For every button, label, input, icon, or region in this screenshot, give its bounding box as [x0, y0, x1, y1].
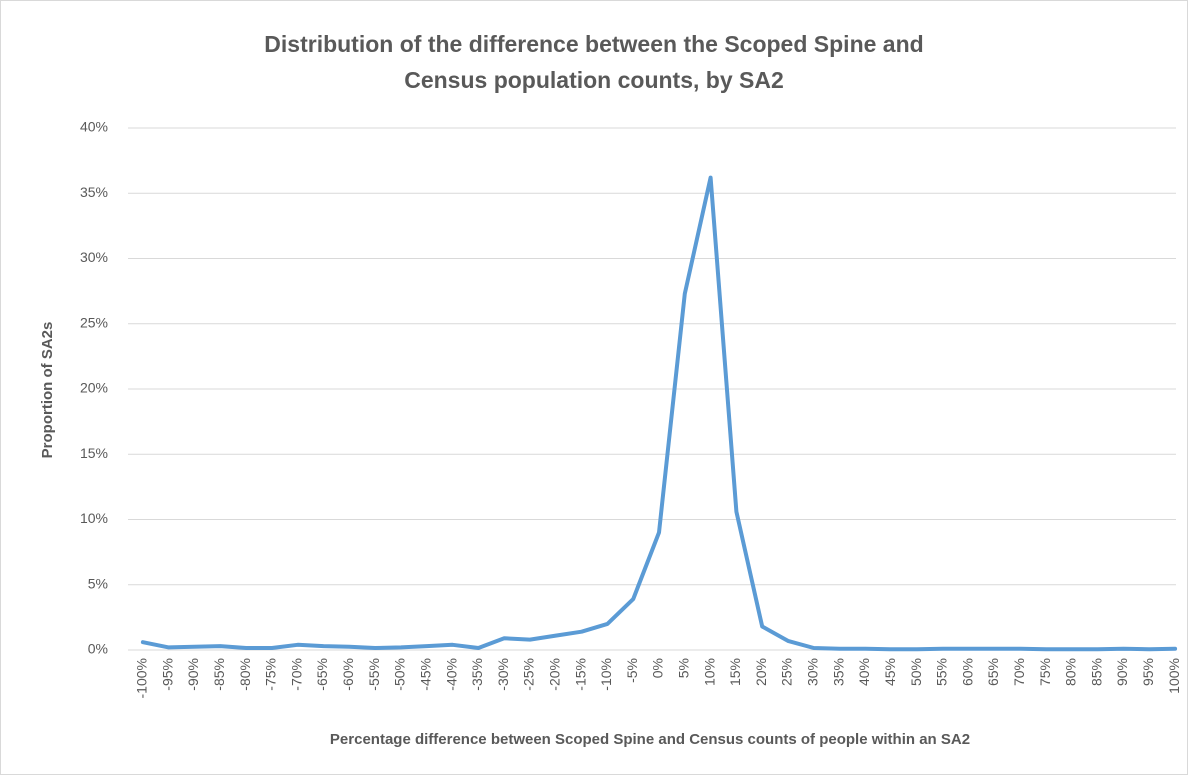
x-tick-label: -80% [237, 658, 253, 691]
x-tick-label: -65% [314, 658, 330, 691]
y-tick-label: 20% [80, 380, 108, 396]
x-tick-label: -50% [392, 658, 408, 691]
x-tick-label: 80% [1063, 658, 1079, 686]
y-tick-label: 0% [88, 641, 108, 657]
y-axis-label: Proportion of SA2s [39, 322, 56, 459]
x-tick-label: -85% [211, 658, 227, 691]
x-tick-label: -55% [366, 658, 382, 691]
x-tick-label: 95% [1140, 658, 1156, 686]
y-tick-label: 5% [88, 575, 108, 591]
x-tick-label: 5% [676, 658, 692, 678]
x-tick-label: 15% [727, 658, 743, 686]
x-tick-label: 25% [779, 658, 795, 686]
x-tick-label: -5% [624, 658, 640, 683]
x-tick-label: 40% [856, 658, 872, 686]
y-tick-label: 35% [80, 184, 108, 200]
x-tick-label: 30% [805, 658, 821, 686]
y-tick-label: 40% [80, 119, 108, 135]
x-tick-label: -90% [185, 658, 201, 691]
x-tick-label: -25% [521, 658, 537, 691]
x-tick-label: -35% [469, 658, 485, 691]
x-tick-label: -30% [495, 658, 511, 691]
x-tick-label: 85% [1088, 658, 1104, 686]
x-tick-label: -15% [572, 658, 588, 691]
x-tick-label: 55% [934, 658, 950, 686]
x-tick-label: 65% [985, 658, 1001, 686]
x-tick-label: 35% [830, 658, 846, 686]
x-tick-label: 70% [1011, 658, 1027, 686]
x-tick-label: -45% [417, 658, 433, 691]
x-tick-label: -10% [598, 658, 614, 691]
y-tick-label: 10% [80, 510, 108, 526]
line [140, 175, 1178, 652]
x-tick-label: 20% [753, 658, 769, 686]
x-tick-label: -75% [263, 658, 279, 691]
x-tick-label: 45% [882, 658, 898, 686]
y-tick-label: 25% [80, 314, 108, 330]
x-tick-label: -100% [134, 658, 150, 698]
x-tick-label: -95% [159, 658, 175, 691]
chart-title: Distribution of the difference between t… [264, 31, 924, 93]
x-tick-label: 90% [1114, 658, 1130, 686]
x-tick-label: 0% [650, 658, 666, 678]
x-tick-label: 50% [908, 658, 924, 686]
x-tick-label: 100% [1166, 658, 1182, 694]
x-axis-label: Percentage difference between Scoped Spi… [330, 731, 970, 748]
x-tick-label: 75% [1037, 658, 1053, 686]
x-tick-label: 10% [701, 658, 717, 686]
x-tick-label: -60% [340, 658, 356, 691]
x-tick-label: -70% [288, 658, 304, 691]
x-tick-label: 60% [959, 658, 975, 686]
x-tick-label: -20% [546, 658, 562, 691]
y-tick-label: 30% [80, 249, 108, 265]
y-tick-label: 15% [80, 445, 108, 461]
x-tick-label: -40% [443, 658, 459, 691]
